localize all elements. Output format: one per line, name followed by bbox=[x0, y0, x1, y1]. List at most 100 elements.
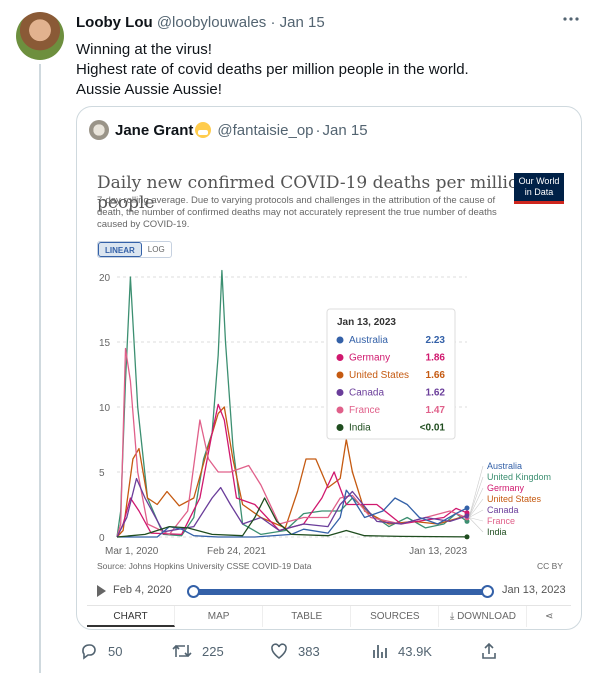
tooltip-swatch bbox=[336, 406, 344, 414]
tooltip-country: United States bbox=[349, 370, 409, 381]
y-tick-label: 20 bbox=[99, 273, 111, 284]
tab-map: MAP bbox=[175, 606, 264, 627]
share-icon: ⋖ bbox=[545, 611, 554, 622]
chart-image: Daily new confirmed COVID-19 deaths per … bbox=[87, 157, 571, 627]
tooltip-box bbox=[326, 308, 456, 440]
like-count: 383 bbox=[298, 643, 320, 659]
separator-dot: · bbox=[270, 14, 276, 31]
retweet-icon bbox=[172, 644, 192, 658]
series-end-label: Australia bbox=[487, 461, 522, 471]
series-end-label: Canada bbox=[487, 505, 519, 515]
series-line bbox=[116, 347, 468, 538]
tab-download: ⤓ DOWNLOAD bbox=[439, 606, 528, 627]
tweet-date[interactable]: Jan 15 bbox=[279, 14, 325, 31]
tooltip-swatch bbox=[336, 354, 344, 361]
chart-tabs: CHART MAP TABLE SOURCES ⤓ DOWNLOAD ⋖ bbox=[87, 605, 571, 627]
series-end-label: India bbox=[487, 527, 507, 537]
label-connector bbox=[468, 509, 484, 518]
timeline-end: Jan 13, 2023 bbox=[502, 584, 566, 596]
chart-title: Daily new confirmed COVID-19 deaths per … bbox=[97, 173, 530, 213]
tooltip-value: 1.47 bbox=[426, 405, 446, 416]
series-end-point bbox=[464, 513, 470, 519]
series-end-point bbox=[464, 505, 470, 511]
thread-line bbox=[39, 64, 41, 673]
views-button[interactable]: 43.9K bbox=[372, 642, 432, 660]
y-tick-label: 10 bbox=[99, 403, 111, 414]
author-handle[interactable]: @loobylouwales bbox=[156, 14, 267, 31]
linear-toggle: LINEAR bbox=[98, 242, 142, 257]
tooltip-swatch bbox=[336, 336, 344, 344]
share-button[interactable] bbox=[480, 642, 508, 660]
quote-header: Jane Grant @fantaisie_op · Jan 15 bbox=[89, 119, 368, 141]
views-icon bbox=[373, 645, 387, 658]
chart-license: CC BY bbox=[537, 561, 563, 571]
separator-dot: · bbox=[315, 121, 321, 139]
owid-logo-line: Our World bbox=[518, 176, 560, 186]
reply-count: 50 bbox=[108, 643, 123, 659]
tooltip-value: 1.86 bbox=[426, 353, 446, 364]
x-tick-label: Feb 24, 2021 bbox=[207, 546, 266, 557]
chart-source: Source: Johns Hopkins University CSSE CO… bbox=[97, 561, 312, 571]
line-chart: 0 5 10 15 20 Mar 1, 2020 Feb 24, 2021 Jan 13, 2… bbox=[99, 269, 551, 557]
y-tick-label: 5 bbox=[99, 468, 105, 479]
tweet-header: Looby Lou @loobylouwales · Jan 15 bbox=[76, 14, 325, 31]
tooltip-country: India bbox=[349, 423, 371, 434]
owid-logo: Our World in Data bbox=[514, 173, 564, 204]
quote-date: Jan 15 bbox=[322, 121, 368, 139]
log-toggle: LOG bbox=[147, 245, 165, 254]
quoted-tweet[interactable]: Jane Grant @fantaisie_op · Jan 15 Daily … bbox=[76, 106, 582, 630]
tab-table: TABLE bbox=[263, 606, 352, 627]
play-icon bbox=[97, 585, 106, 597]
tooltip-value: <0.01 bbox=[420, 423, 446, 434]
x-tick-label: Jan 13, 2023 bbox=[409, 546, 467, 557]
tooltip-country: Canada bbox=[349, 388, 384, 399]
tweet-text-line: Winning at the virus! bbox=[76, 41, 212, 58]
y-tick-label: 0 bbox=[99, 533, 105, 544]
timeline-start-handle bbox=[187, 585, 200, 598]
tooltip-swatch bbox=[336, 371, 344, 379]
retweet-count: 225 bbox=[202, 643, 224, 659]
tooltip-date: Jan 13, 2023 bbox=[337, 317, 396, 328]
label-connector bbox=[468, 476, 484, 518]
tooltip-value: 2.23 bbox=[426, 335, 446, 346]
y-tick-label: 15 bbox=[99, 338, 111, 349]
retweet-button[interactable]: 225 bbox=[172, 642, 224, 660]
series-line bbox=[117, 489, 468, 538]
avatar[interactable] bbox=[16, 12, 64, 60]
x-tick-label: Mar 1, 2020 bbox=[105, 546, 159, 557]
quote-avatar bbox=[89, 120, 109, 140]
reply-icon bbox=[82, 644, 96, 660]
series-end-label: United Kingdom bbox=[487, 472, 551, 482]
series-end-label: France bbox=[487, 516, 515, 526]
tab-chart: CHART bbox=[87, 606, 176, 627]
views-count: 43.9K bbox=[398, 643, 432, 659]
tooltip-swatch bbox=[336, 389, 344, 396]
download-label: DOWNLOAD bbox=[457, 611, 516, 622]
series-line bbox=[116, 497, 468, 538]
author-name[interactable]: Looby Lou bbox=[76, 14, 153, 31]
timeline-start: Feb 4, 2020 bbox=[113, 584, 172, 596]
more-options-icon[interactable] bbox=[562, 10, 580, 33]
series-end-point bbox=[464, 518, 470, 524]
reply-button[interactable]: 50 bbox=[80, 642, 122, 660]
tooltip-country: Germany bbox=[349, 353, 390, 364]
tooltip-country: Australia bbox=[349, 335, 388, 346]
more-horizontal-icon bbox=[563, 17, 579, 21]
scale-toggle: LINEAR LOG bbox=[97, 241, 172, 258]
heart-icon bbox=[271, 643, 287, 659]
tab-sources: SOURCES bbox=[351, 606, 440, 627]
quote-author-name: Jane Grant bbox=[115, 121, 194, 139]
tweet-text-line: Aussie Aussie Aussie! bbox=[76, 81, 222, 98]
quote-author-handle: @fantaisie_op bbox=[217, 121, 314, 139]
tooltip-country: France bbox=[349, 405, 381, 416]
label-connector bbox=[468, 517, 484, 522]
label-connector bbox=[468, 465, 484, 518]
tweet-text: Winning at the virus! Highest rate of co… bbox=[76, 40, 469, 100]
timeline-end-handle bbox=[481, 585, 494, 598]
tooltip-value: 1.62 bbox=[426, 388, 446, 399]
timeline-track bbox=[193, 589, 489, 595]
label-connector bbox=[468, 487, 484, 518]
label-connector bbox=[468, 517, 484, 533]
like-button[interactable]: 383 bbox=[270, 642, 320, 660]
series-end-point bbox=[464, 534, 470, 540]
